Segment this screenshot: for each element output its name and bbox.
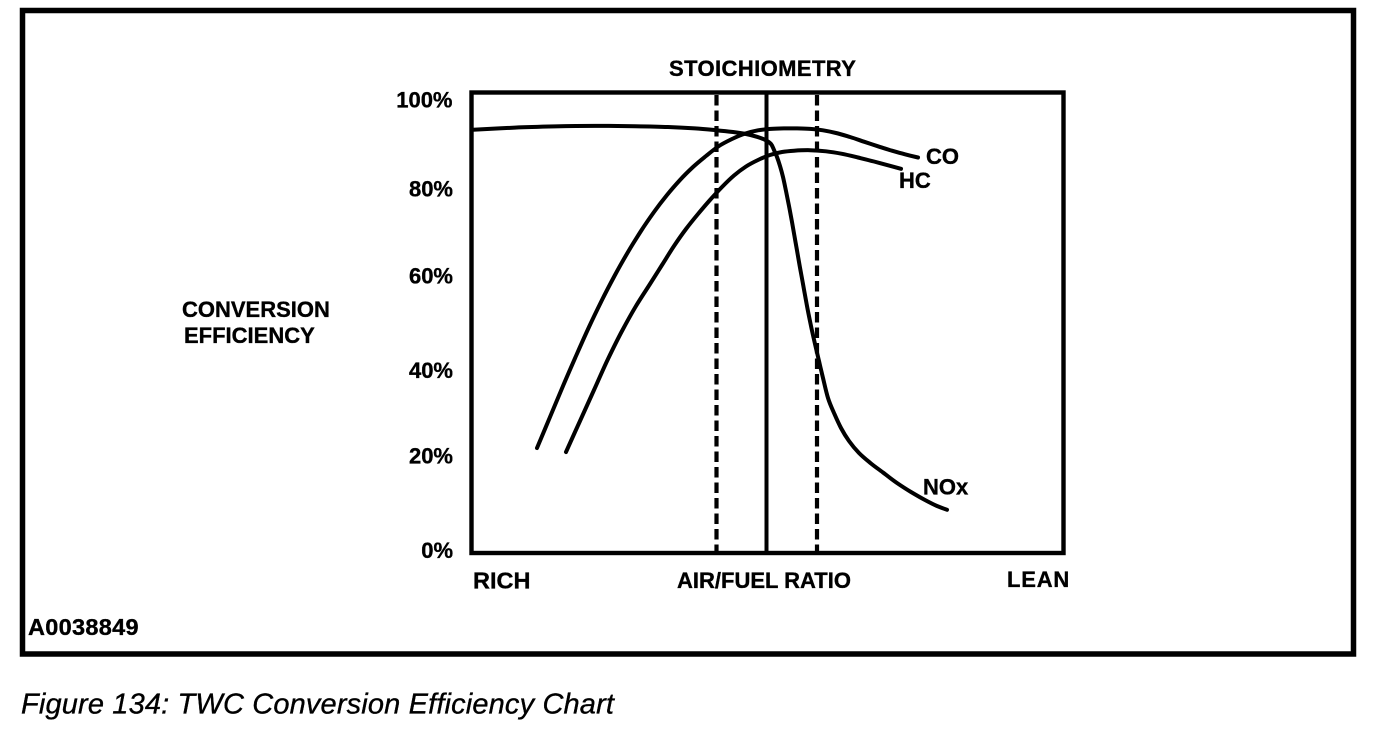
svg-text:A0038849: A0038849 <box>28 614 139 640</box>
svg-text:STOICHIOMETRY: STOICHIOMETRY <box>669 56 856 81</box>
svg-text:80%: 80% <box>409 177 453 202</box>
svg-text:20%: 20% <box>409 444 453 469</box>
svg-text:0%: 0% <box>421 538 453 563</box>
svg-text:40%: 40% <box>409 358 453 383</box>
svg-text:HC: HC <box>899 168 931 193</box>
svg-text:Figure 134: TWC Conversion Eff: Figure 134: TWC Conversion Efficiency Ch… <box>21 689 616 721</box>
svg-text:CO: CO <box>926 144 959 169</box>
svg-text:EFFICIENCY: EFFICIENCY <box>184 323 315 348</box>
svg-text:AIR/FUEL RATIO: AIR/FUEL RATIO <box>677 568 851 593</box>
svg-text:100%: 100% <box>396 88 452 113</box>
svg-text:RICH: RICH <box>473 568 530 594</box>
svg-text:60%: 60% <box>409 264 453 289</box>
svg-text:LEAN: LEAN <box>1007 567 1070 592</box>
svg-text:CONVERSION: CONVERSION <box>182 297 330 322</box>
svg-text:NOx: NOx <box>923 475 969 500</box>
